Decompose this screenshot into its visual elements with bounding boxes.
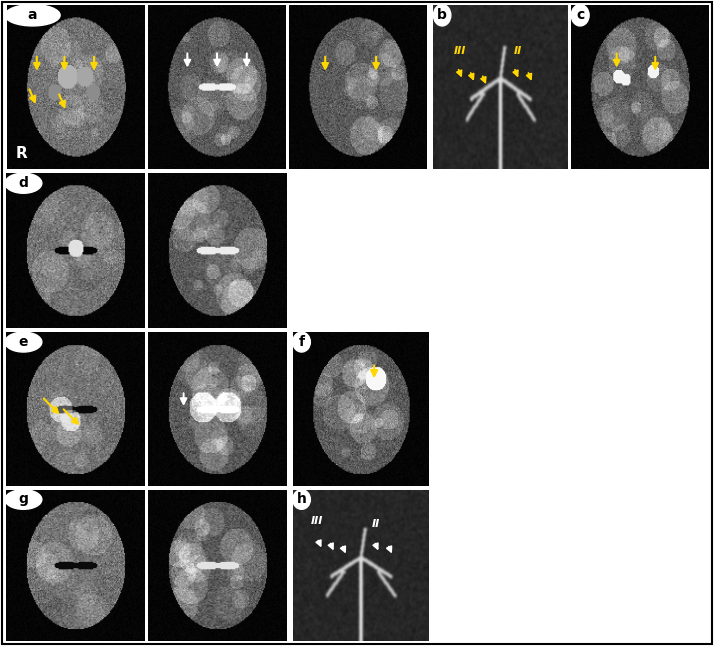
Text: III: III bbox=[311, 516, 323, 526]
Text: b: b bbox=[437, 8, 447, 22]
Text: h: h bbox=[296, 492, 306, 506]
Text: II: II bbox=[371, 519, 380, 530]
Circle shape bbox=[293, 332, 311, 352]
Text: R: R bbox=[16, 146, 27, 161]
Text: III: III bbox=[453, 46, 466, 56]
Circle shape bbox=[293, 490, 311, 509]
Text: a: a bbox=[28, 8, 37, 22]
Text: d: d bbox=[19, 176, 29, 190]
Text: II: II bbox=[514, 46, 522, 56]
Text: f: f bbox=[298, 335, 305, 349]
Text: c: c bbox=[576, 8, 584, 22]
Circle shape bbox=[571, 5, 589, 26]
Circle shape bbox=[5, 490, 42, 509]
Circle shape bbox=[5, 173, 42, 193]
Circle shape bbox=[5, 332, 42, 352]
Circle shape bbox=[433, 5, 451, 26]
Circle shape bbox=[5, 5, 60, 26]
Text: e: e bbox=[19, 335, 28, 349]
Text: g: g bbox=[19, 492, 29, 506]
